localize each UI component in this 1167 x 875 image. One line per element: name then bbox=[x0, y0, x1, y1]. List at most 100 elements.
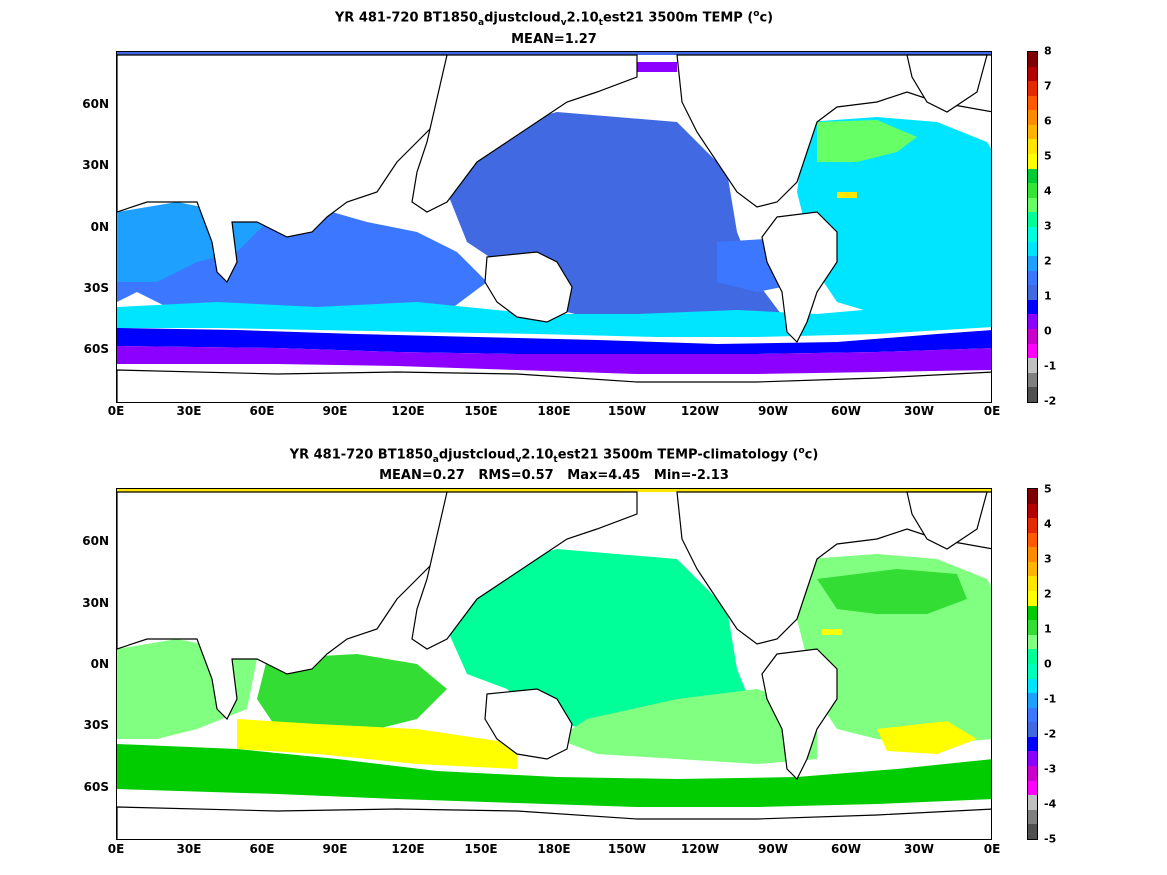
top-xtick: 150E bbox=[464, 404, 498, 418]
colorbar-tick-label: -5 bbox=[1044, 832, 1057, 846]
colorbar-segment bbox=[1028, 241, 1037, 257]
colorbar-segment bbox=[1028, 780, 1037, 796]
colorbar-tick-label: -1 bbox=[1044, 692, 1057, 706]
colorbar-segment bbox=[1028, 314, 1037, 329]
bottom-xtick: 60W bbox=[831, 842, 861, 856]
arctic-purple-patch bbox=[622, 62, 677, 72]
colorbar-segment bbox=[1028, 124, 1037, 140]
top-ytick-60s: 60S bbox=[83, 342, 109, 356]
land-eurasia-africa bbox=[117, 54, 448, 284]
east-pacific-light bbox=[557, 689, 817, 764]
gulf-warm-patch bbox=[837, 192, 857, 198]
colorbar-tick-label: 1 bbox=[1044, 289, 1052, 303]
colorbar-segment bbox=[1028, 532, 1037, 548]
atlantic-north-green bbox=[817, 120, 917, 162]
colorbar-tick-label: 0 bbox=[1044, 657, 1052, 671]
bottom-xtick: 120E bbox=[391, 842, 425, 856]
colorbar-tick-label: -3 bbox=[1044, 762, 1057, 776]
top-xtick: 90W bbox=[758, 404, 788, 418]
land-australia bbox=[484, 688, 573, 760]
bottom-xtick: 0E bbox=[983, 842, 1001, 856]
colorbar-tick-label: 8 bbox=[1044, 44, 1052, 58]
bottom-ytick-60n: 60N bbox=[82, 534, 109, 548]
colorbar-segment bbox=[1028, 649, 1037, 664]
top-ytick-30s: 30S bbox=[83, 281, 109, 295]
land-greenland bbox=[906, 491, 988, 550]
colorbar-tick-label: -4 bbox=[1044, 797, 1057, 811]
colorbar-tick-label: 5 bbox=[1044, 482, 1052, 496]
colorbar-segment bbox=[1028, 168, 1037, 184]
southern-purple-band bbox=[117, 346, 991, 374]
colorbar-segment bbox=[1028, 634, 1037, 650]
top-xtick: 0E bbox=[107, 404, 125, 418]
bottom-xtick: 180E bbox=[537, 842, 571, 856]
colorbar-segment bbox=[1028, 358, 1037, 373]
land-east-asia bbox=[411, 491, 638, 650]
colorbar-segment bbox=[1028, 343, 1037, 359]
colorbar-tick-label: 1 bbox=[1044, 622, 1052, 636]
colorbar-segment bbox=[1028, 736, 1037, 752]
colorbar-segment bbox=[1028, 620, 1037, 635]
colorbar-segment bbox=[1028, 328, 1037, 344]
colorbar-segment bbox=[1028, 489, 1037, 504]
bottom-xtick: 150W bbox=[607, 842, 647, 856]
bottom-xtick: 60E bbox=[249, 842, 275, 856]
colorbar-tick-label: -2 bbox=[1044, 727, 1057, 741]
top-ytick-30n: 30N bbox=[82, 158, 109, 172]
colorbar-segment bbox=[1028, 707, 1037, 723]
southern-cyan-band bbox=[117, 302, 991, 337]
colorbar-segment bbox=[1028, 110, 1037, 125]
bottom-xtick: 30E bbox=[176, 842, 202, 856]
colorbar-tick-label: 3 bbox=[1044, 219, 1052, 233]
top-xtick: 180E bbox=[537, 404, 571, 418]
colorbar-segment bbox=[1028, 183, 1037, 198]
colorbar-tick-label: 5 bbox=[1044, 149, 1052, 163]
land-south-america bbox=[761, 648, 838, 781]
colorbar-segment bbox=[1028, 503, 1037, 519]
colorbar-segment bbox=[1028, 561, 1037, 577]
colorbar-segment bbox=[1028, 387, 1037, 402]
bottom-colorbar bbox=[1027, 488, 1038, 840]
colorbar-segment bbox=[1028, 663, 1037, 679]
colorbar-segment bbox=[1028, 693, 1037, 708]
bottom-xtick: 0E bbox=[107, 842, 125, 856]
colorbar-segment bbox=[1028, 824, 1037, 839]
top-xtick: 0E bbox=[983, 404, 1001, 418]
indian-green bbox=[257, 654, 447, 734]
colorbar-segment bbox=[1028, 722, 1037, 737]
southern-green-band bbox=[117, 744, 991, 807]
land-antarctica bbox=[117, 369, 991, 402]
land-eurasia-africa bbox=[117, 491, 448, 721]
colorbar-segment bbox=[1028, 197, 1037, 213]
colorbar-segment bbox=[1028, 547, 1037, 562]
arctic-strip bbox=[117, 52, 991, 55]
atlantic-yellow bbox=[877, 721, 977, 754]
colorbar-segment bbox=[1028, 678, 1037, 694]
southern-blue-band bbox=[117, 328, 991, 354]
top-map-panel bbox=[116, 51, 992, 403]
colorbar-tick-label: -2 bbox=[1044, 394, 1057, 408]
colorbar-segment bbox=[1028, 139, 1037, 155]
top-map bbox=[117, 52, 991, 402]
colorbar-segment bbox=[1028, 576, 1037, 592]
bottom-map bbox=[117, 489, 991, 839]
colorbar-tick-label: 2 bbox=[1044, 587, 1052, 601]
bottom-stats: MEAN=0.27 RMS=0.57 Max=4.45 Min=-2.13 bbox=[379, 468, 729, 483]
top-ytick-60n: 60N bbox=[82, 97, 109, 111]
colorbar-segment bbox=[1028, 270, 1037, 286]
colorbar-segment bbox=[1028, 95, 1037, 111]
colorbar-segment bbox=[1028, 285, 1037, 300]
bottom-ytick-0n: 0N bbox=[90, 657, 109, 671]
indian-yellow-band bbox=[237, 719, 517, 769]
colorbar-segment bbox=[1028, 154, 1037, 169]
colorbar-segment bbox=[1028, 66, 1037, 82]
colorbar-segment bbox=[1028, 518, 1037, 533]
bottom-xtick: 90W bbox=[758, 842, 788, 856]
top-xtick: 90E bbox=[322, 404, 348, 418]
top-colorbar bbox=[1027, 51, 1038, 403]
bottom-title: YR 481-720 BT1850adjustcloudv2.10test21 … bbox=[289, 446, 819, 465]
colorbar-tick-label: 4 bbox=[1044, 184, 1052, 198]
colorbar-tick-label: 2 bbox=[1044, 254, 1052, 268]
colorbar-segment bbox=[1028, 226, 1037, 242]
colorbar-segment bbox=[1028, 765, 1037, 781]
